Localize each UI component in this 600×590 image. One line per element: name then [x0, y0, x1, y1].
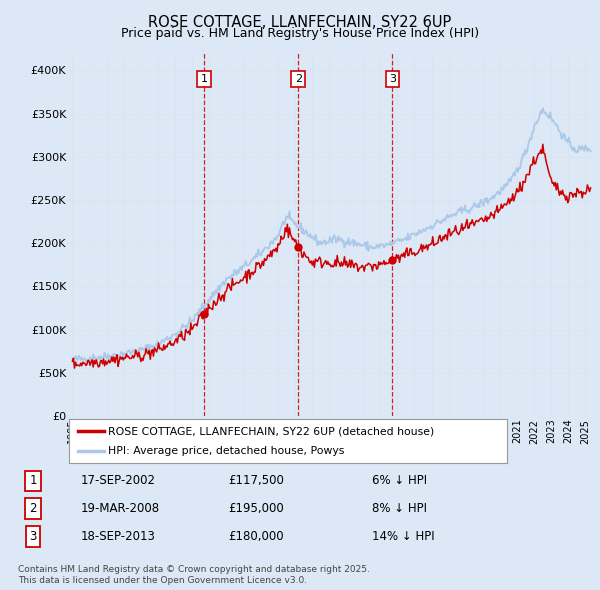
Text: Contains HM Land Registry data © Crown copyright and database right 2025.
This d: Contains HM Land Registry data © Crown c…: [18, 565, 370, 585]
Text: £195,000: £195,000: [228, 502, 284, 515]
Text: 18-SEP-2013: 18-SEP-2013: [81, 530, 156, 543]
Text: £180,000: £180,000: [228, 530, 284, 543]
Text: ROSE COTTAGE, LLANFECHAIN, SY22 6UP: ROSE COTTAGE, LLANFECHAIN, SY22 6UP: [148, 15, 452, 30]
Text: £117,500: £117,500: [228, 474, 284, 487]
Text: 1: 1: [201, 74, 208, 84]
Text: ROSE COTTAGE, LLANFECHAIN, SY22 6UP (detached house): ROSE COTTAGE, LLANFECHAIN, SY22 6UP (det…: [109, 427, 434, 436]
Text: 3: 3: [389, 74, 396, 84]
Text: Price paid vs. HM Land Registry's House Price Index (HPI): Price paid vs. HM Land Registry's House …: [121, 27, 479, 40]
Text: 17-SEP-2002: 17-SEP-2002: [81, 474, 156, 487]
Text: 3: 3: [29, 530, 37, 543]
Text: 14% ↓ HPI: 14% ↓ HPI: [372, 530, 434, 543]
Text: HPI: Average price, detached house, Powys: HPI: Average price, detached house, Powy…: [109, 446, 345, 455]
Text: 8% ↓ HPI: 8% ↓ HPI: [372, 502, 427, 515]
Text: 1: 1: [29, 474, 37, 487]
Text: 2: 2: [295, 74, 302, 84]
Text: 2: 2: [29, 502, 37, 515]
Text: 6% ↓ HPI: 6% ↓ HPI: [372, 474, 427, 487]
Text: 19-MAR-2008: 19-MAR-2008: [81, 502, 160, 515]
